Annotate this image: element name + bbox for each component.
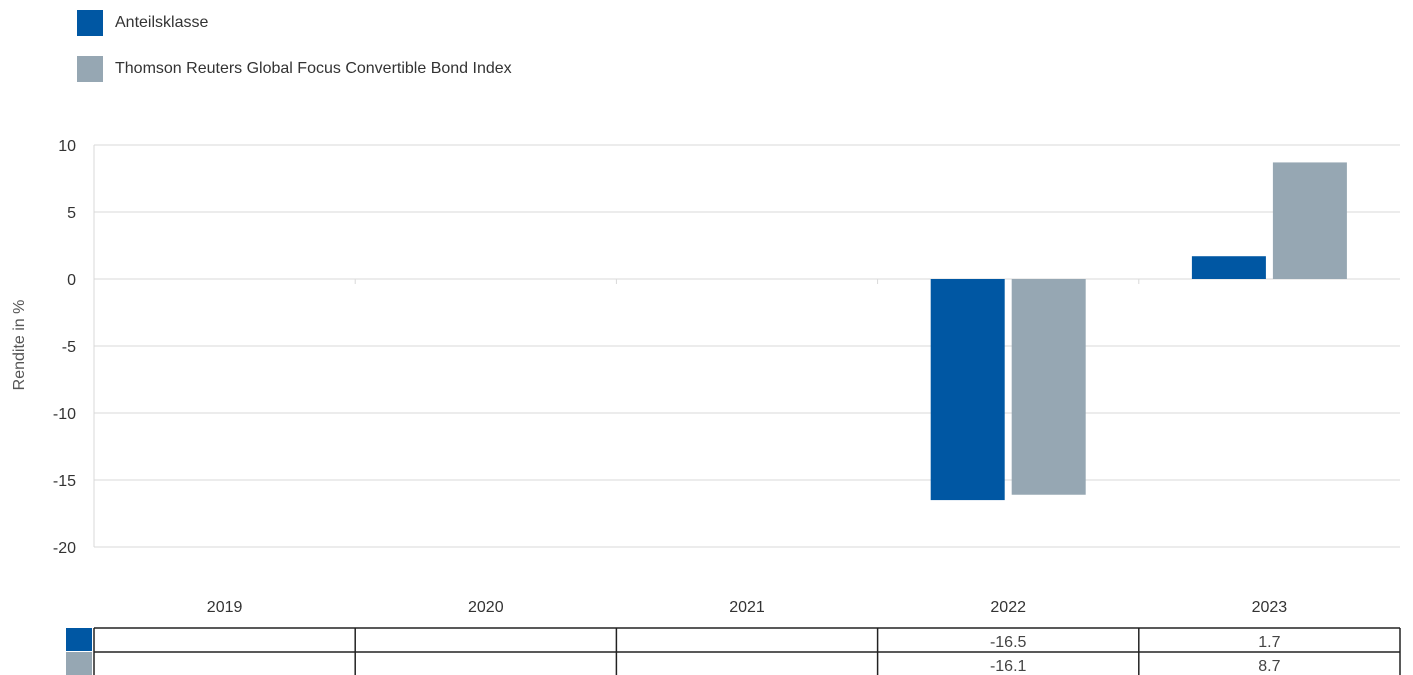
x-tick-label-2020: 2020 xyxy=(468,599,504,616)
legend-label-index: Thomson Reuters Global Focus Convertible… xyxy=(115,60,512,77)
bar-s0-2022 xyxy=(930,279,1005,501)
legend-label-anteilsklasse: Anteilsklasse xyxy=(115,14,209,31)
legend-swatch-anteilsklasse xyxy=(77,10,103,36)
y-tick-label-5: 5 xyxy=(67,205,76,222)
x-tick-label-2022: 2022 xyxy=(990,599,1026,616)
bar-s1-2022 xyxy=(1011,279,1086,495)
legend-item-anteilsklasse: Anteilsklasse xyxy=(77,10,512,36)
y-tick-label--10: -10 xyxy=(53,406,76,423)
table-swatch-s0 xyxy=(66,628,92,651)
bar-s0-2023 xyxy=(1191,256,1266,279)
y-tick-label--20: -20 xyxy=(53,540,76,557)
y-tick-label--5: -5 xyxy=(62,339,76,356)
legend: Anteilsklasse Thomson Reuters Global Foc… xyxy=(77,10,512,102)
x-tick-label-2021: 2021 xyxy=(729,599,765,616)
y-axis-title: Rendite in % xyxy=(11,300,28,391)
y-tick-label-0: 0 xyxy=(67,272,76,289)
y-tick-label--15: -15 xyxy=(53,473,76,490)
table-swatch-s1 xyxy=(66,652,92,675)
x-tick-label-2023: 2023 xyxy=(1252,599,1288,616)
table-cell-s0-2023: 1.7 xyxy=(1258,634,1280,651)
table-cell-s1-2023: 8.7 xyxy=(1258,658,1280,675)
bar-s1-2023 xyxy=(1272,162,1347,279)
table-cell-s1-2022: -16.1 xyxy=(990,658,1027,675)
table-cell-s0-2022: -16.5 xyxy=(990,634,1027,651)
legend-swatch-index xyxy=(77,56,103,82)
x-tick-label-2019: 2019 xyxy=(207,599,243,616)
y-tick-label-10: 10 xyxy=(58,138,76,155)
legend-item-index: Thomson Reuters Global Focus Convertible… xyxy=(77,56,512,82)
